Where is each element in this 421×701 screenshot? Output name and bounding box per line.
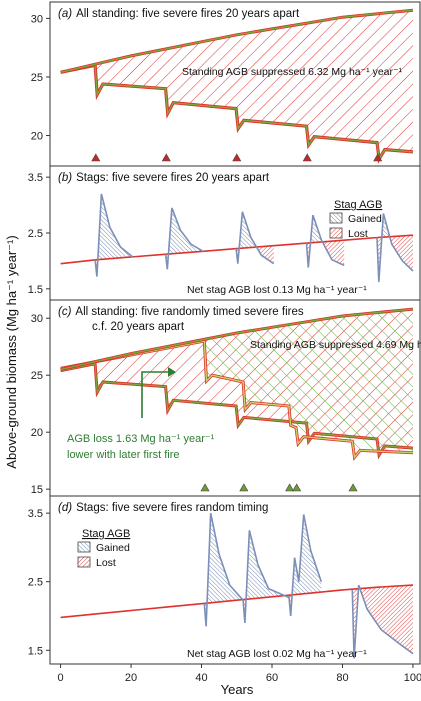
y-tick-label: 1.5 bbox=[28, 284, 43, 296]
panel-title-b: (b) Stags: five severe fires 20 years apa… bbox=[58, 172, 270, 184]
legend-label-gained: Gained bbox=[348, 213, 382, 225]
annotation-arrow-head bbox=[168, 367, 176, 377]
x-tick-label: 80 bbox=[336, 672, 348, 684]
x-axis-title: Years bbox=[221, 682, 254, 697]
fire-marker bbox=[292, 483, 302, 492]
fire-marker bbox=[373, 153, 383, 162]
gained-area bbox=[288, 514, 322, 616]
panel-c: 15 20 25 30 (c) All standing: five randomly t… bbox=[31, 299, 421, 497]
gained-area bbox=[165, 207, 204, 264]
fire-marker bbox=[232, 153, 242, 162]
panel-title-c: (c) All standing: five randomly timed sev… bbox=[58, 306, 304, 318]
y-tick-label: 2.5 bbox=[28, 577, 43, 589]
fire-marker bbox=[348, 483, 358, 492]
panel-title-text: All standing: five randomly timed severe… bbox=[75, 306, 303, 318]
y-tick-label: 20 bbox=[31, 427, 43, 439]
panel-title-d: (d) Stags: five severe fires random timin… bbox=[58, 502, 268, 514]
panel-frame-d bbox=[49, 495, 421, 665]
panel-label: (a) bbox=[58, 8, 72, 20]
fire-marker bbox=[285, 483, 295, 492]
legend-swatch-lost bbox=[329, 227, 343, 239]
y-tick-label: 3.5 bbox=[28, 508, 43, 520]
x-axis: 0 20 40 60 80 100 bbox=[58, 664, 421, 684]
stag-series-line bbox=[351, 584, 414, 659]
y-tick-label: 2.5 bbox=[28, 228, 43, 240]
legend-label-lost: Lost bbox=[348, 228, 368, 240]
legend-swatch-gained bbox=[77, 541, 91, 553]
stag-series-line bbox=[203, 512, 244, 627]
panel-a-note: Standing AGB suppressed 6.32 Mg ha⁻¹ yea… bbox=[182, 66, 403, 78]
stag-series-line bbox=[376, 213, 414, 283]
panel-b: 1.5 2.5 3.5 (b) Stags: five severe fires 20 … bbox=[28, 165, 421, 301]
y-tick-label: 30 bbox=[31, 313, 43, 325]
panel-title-a: (a) All standing: five severe fires 20 ye… bbox=[58, 8, 300, 20]
lost-area bbox=[352, 585, 413, 659]
fire-marker bbox=[239, 483, 249, 492]
y-axis-title: Above-ground biomass (Mg ha⁻¹ year⁻¹) bbox=[4, 235, 19, 468]
panel-label: (b) bbox=[58, 172, 72, 184]
fire-marker bbox=[302, 153, 312, 162]
panel-title-text: Stags: five severe fires random timing bbox=[76, 502, 268, 514]
panel-title-text: All standing: five severe fires 20 years… bbox=[76, 8, 300, 20]
legend-swatch-lost bbox=[77, 556, 91, 568]
fire-marker bbox=[91, 153, 101, 162]
x-tick-label: 0 bbox=[58, 672, 64, 684]
x-tick-label: 40 bbox=[195, 672, 207, 684]
stag-series-line bbox=[305, 214, 345, 268]
random-series-line bbox=[60, 340, 414, 459]
y-tick-label: 15 bbox=[31, 484, 43, 496]
panel-c-subtitle: c.f. 20 years apart bbox=[92, 321, 185, 333]
y-tick-label: 1.5 bbox=[28, 645, 43, 657]
fire-marker bbox=[161, 153, 171, 162]
fire-marker bbox=[200, 483, 210, 492]
stag-series-line bbox=[288, 514, 323, 617]
x-tick-label: 100 bbox=[404, 672, 421, 684]
stag-series-line bbox=[164, 207, 204, 270]
x-tick-label: 60 bbox=[266, 672, 278, 684]
lost-area bbox=[306, 235, 345, 268]
panel-title-text: Stags: five severe fires 20 years apart bbox=[76, 172, 270, 184]
panel-d: 1.5 2.5 3.5 (d) Stags: five severe fires ran… bbox=[28, 495, 421, 665]
panel-c-green-note-1: AGB loss 1.63 Mg ha⁻¹ year⁻¹ bbox=[67, 433, 215, 445]
lost-area bbox=[236, 235, 274, 264]
panel-a: 20 25 30 (a) All standing: five severe fires… bbox=[31, 1, 421, 167]
annotation-arrow-line bbox=[141, 371, 168, 418]
stag-baseline bbox=[60, 584, 414, 619]
stag-series-line bbox=[242, 530, 290, 623]
suppressed-area bbox=[60, 10, 413, 160]
panel-c-green-note-2: lower with later first fire bbox=[67, 449, 179, 461]
panel-d-note: Net stag AGB lost 0.02 Mg ha⁻¹ year⁻¹ bbox=[187, 648, 367, 660]
stag-series-line bbox=[94, 193, 134, 277]
panel-b-note: Net stag AGB lost 0.13 Mg ha⁻¹ year⁻¹ bbox=[187, 284, 367, 296]
nofire-series-line bbox=[60, 9, 414, 73]
panel-c-note: Standing AGB suppressed 4.69 Mg ha⁻¹ yea… bbox=[250, 339, 421, 351]
y-tick-label: 3.5 bbox=[28, 172, 43, 184]
panel-label: (c) bbox=[58, 306, 72, 318]
regular-series-line bbox=[60, 363, 414, 457]
fire-series-line bbox=[60, 64, 414, 162]
panel-label: (d) bbox=[58, 502, 72, 514]
y-tick-label: 25 bbox=[31, 370, 43, 382]
y-tick-label: 20 bbox=[31, 131, 43, 143]
y-tick-label: 25 bbox=[31, 72, 43, 84]
x-tick-label: 20 bbox=[125, 672, 137, 684]
legend-swatch-gained bbox=[329, 212, 343, 224]
legend-label-lost: Lost bbox=[96, 557, 116, 569]
random-area bbox=[60, 309, 413, 458]
legend-title: Stag AGB bbox=[334, 199, 382, 211]
legend-label-gained: Gained bbox=[96, 542, 130, 554]
legend-title: Stag AGB bbox=[82, 528, 130, 540]
nofire-series-line bbox=[60, 308, 414, 371]
y-tick-label: 30 bbox=[31, 13, 43, 25]
gained-area bbox=[243, 530, 289, 618]
stag-series-line bbox=[235, 211, 275, 265]
